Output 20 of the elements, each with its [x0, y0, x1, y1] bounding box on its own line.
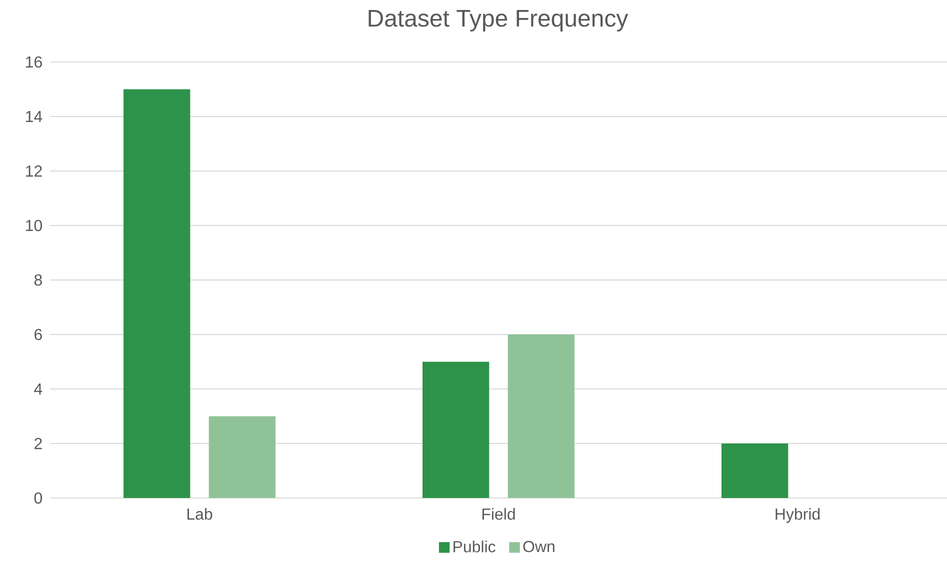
y-tick-label: 2 [34, 438, 42, 450]
bar [508, 334, 574, 498]
legend-label: Public [454, 540, 496, 552]
y-tick-label: 14 [26, 110, 42, 122]
y-tick-label: 0 [34, 492, 42, 504]
bar [422, 362, 490, 498]
y-tick-label: 12 [26, 165, 42, 177]
bar [722, 443, 788, 498]
x-tick-label: Lab [187, 508, 212, 520]
bar [124, 89, 190, 498]
y-tick-label: 8 [34, 274, 42, 286]
y-tick-label: 6 [34, 328, 42, 340]
x-tick-label: Hybrid [776, 508, 820, 523]
chart-title: Dataset Type Frequency [368, 10, 628, 32]
y-tick-label: 4 [34, 383, 42, 394]
y-tick-label: 16 [26, 56, 42, 68]
legend-label: Own [523, 540, 554, 552]
bar [208, 416, 276, 498]
x-tick-label: Field [482, 508, 515, 520]
y-tick-label: 10 [26, 220, 42, 232]
